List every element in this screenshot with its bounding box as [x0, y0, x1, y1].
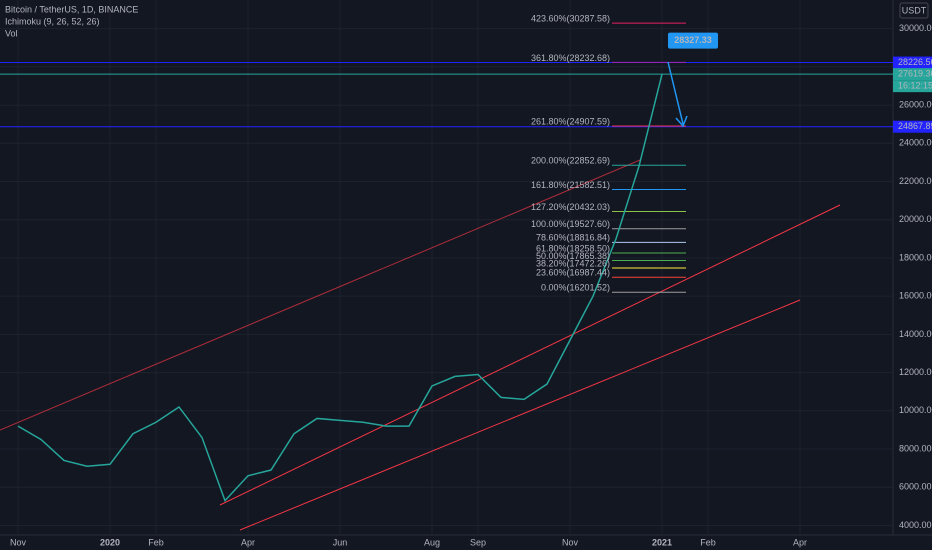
price-tag-label: 28226.56 — [898, 57, 932, 67]
callout-label: 28327.33 — [674, 35, 712, 45]
y-tick-label: 4000.00 — [899, 520, 932, 530]
currency-label: USDT — [902, 5, 927, 15]
indicator-label: Ichimoku (9, 26, 52, 26) — [5, 16, 100, 26]
arrow-head — [675, 115, 688, 128]
x-tick-label: Aug — [424, 537, 440, 547]
symbol-title: Bitcoin / TetherUS, 1D, BINANCE — [5, 4, 138, 14]
fib-label: 78.60%(18816.84) — [536, 233, 610, 243]
fib-label: 423.60%(30287.58) — [531, 14, 610, 24]
y-tick-label: 22000.00 — [899, 176, 932, 186]
x-tick-label: Sep — [470, 537, 486, 547]
fib-label: 50.00%(17865.38) — [536, 251, 610, 261]
fib-label: 361.80%(28232.68) — [531, 53, 610, 63]
price-tag — [893, 56, 932, 69]
x-tick-label: Nov — [10, 537, 27, 547]
countdown-tag — [893, 80, 932, 93]
callout-box — [668, 32, 718, 49]
currency-box — [899, 2, 929, 19]
channel-line — [219, 204, 841, 506]
x-tick-label: 2020 — [100, 537, 120, 547]
channel-line — [239, 299, 801, 531]
fib-label: 0.00%(16201.52) — [541, 283, 610, 293]
x-tick-label: Feb — [148, 537, 164, 547]
x-tick-label: 2021 — [652, 537, 672, 547]
y-tick-label: 6000.00 — [899, 482, 932, 492]
x-tick-label: Jun — [333, 537, 348, 547]
y-tick-label: 30000.00 — [899, 23, 932, 33]
x-tick-label: Apr — [241, 537, 255, 547]
y-tick-label: 12000.00 — [899, 367, 932, 377]
plot — [0, 22, 893, 503]
y-tick-label: 26000.00 — [899, 99, 932, 109]
arrow — [667, 61, 684, 125]
price-tag-label: 27619.36 — [898, 69, 932, 79]
y-tick-label: 20000.00 — [899, 214, 932, 224]
y-tick-label: 14000.00 — [899, 329, 932, 339]
fib-label: 23.60%(16987.44) — [536, 268, 610, 278]
y-tick-label: 8000.00 — [899, 443, 932, 453]
fib-label: 100.00%(19527.60) — [531, 219, 610, 229]
volume-label: Vol — [5, 28, 18, 38]
y-tick-label: 24000.00 — [899, 138, 932, 148]
channel-line — [0, 159, 641, 431]
y-tick-label: 18000.00 — [899, 252, 932, 262]
price-tag-label: 24867.89 — [898, 121, 932, 131]
fib-label: 127.20%(20432.03) — [531, 202, 610, 212]
fib-label: 38.20%(17472.26) — [536, 258, 610, 268]
price-tag — [893, 120, 932, 133]
y-tick-label: 10000.00 — [899, 405, 932, 415]
x-tick-label: Feb — [700, 537, 716, 547]
fib-label: 200.00%(22852.69) — [531, 156, 610, 166]
countdown-label: 16:12:15 — [898, 81, 932, 91]
x-tick-label: Apr — [793, 537, 807, 547]
fib-label: 261.80%(24907.59) — [531, 116, 610, 126]
price-tag — [893, 68, 932, 81]
y-tick-label: 16000.00 — [899, 291, 932, 301]
x-tick-label: Nov — [562, 537, 579, 547]
fib-label: 161.80%(21582.51) — [531, 180, 610, 190]
grid — [0, 0, 893, 535]
fib-label: 61.80%(18258.50) — [536, 243, 610, 253]
price-line-series — [17, 73, 663, 503]
